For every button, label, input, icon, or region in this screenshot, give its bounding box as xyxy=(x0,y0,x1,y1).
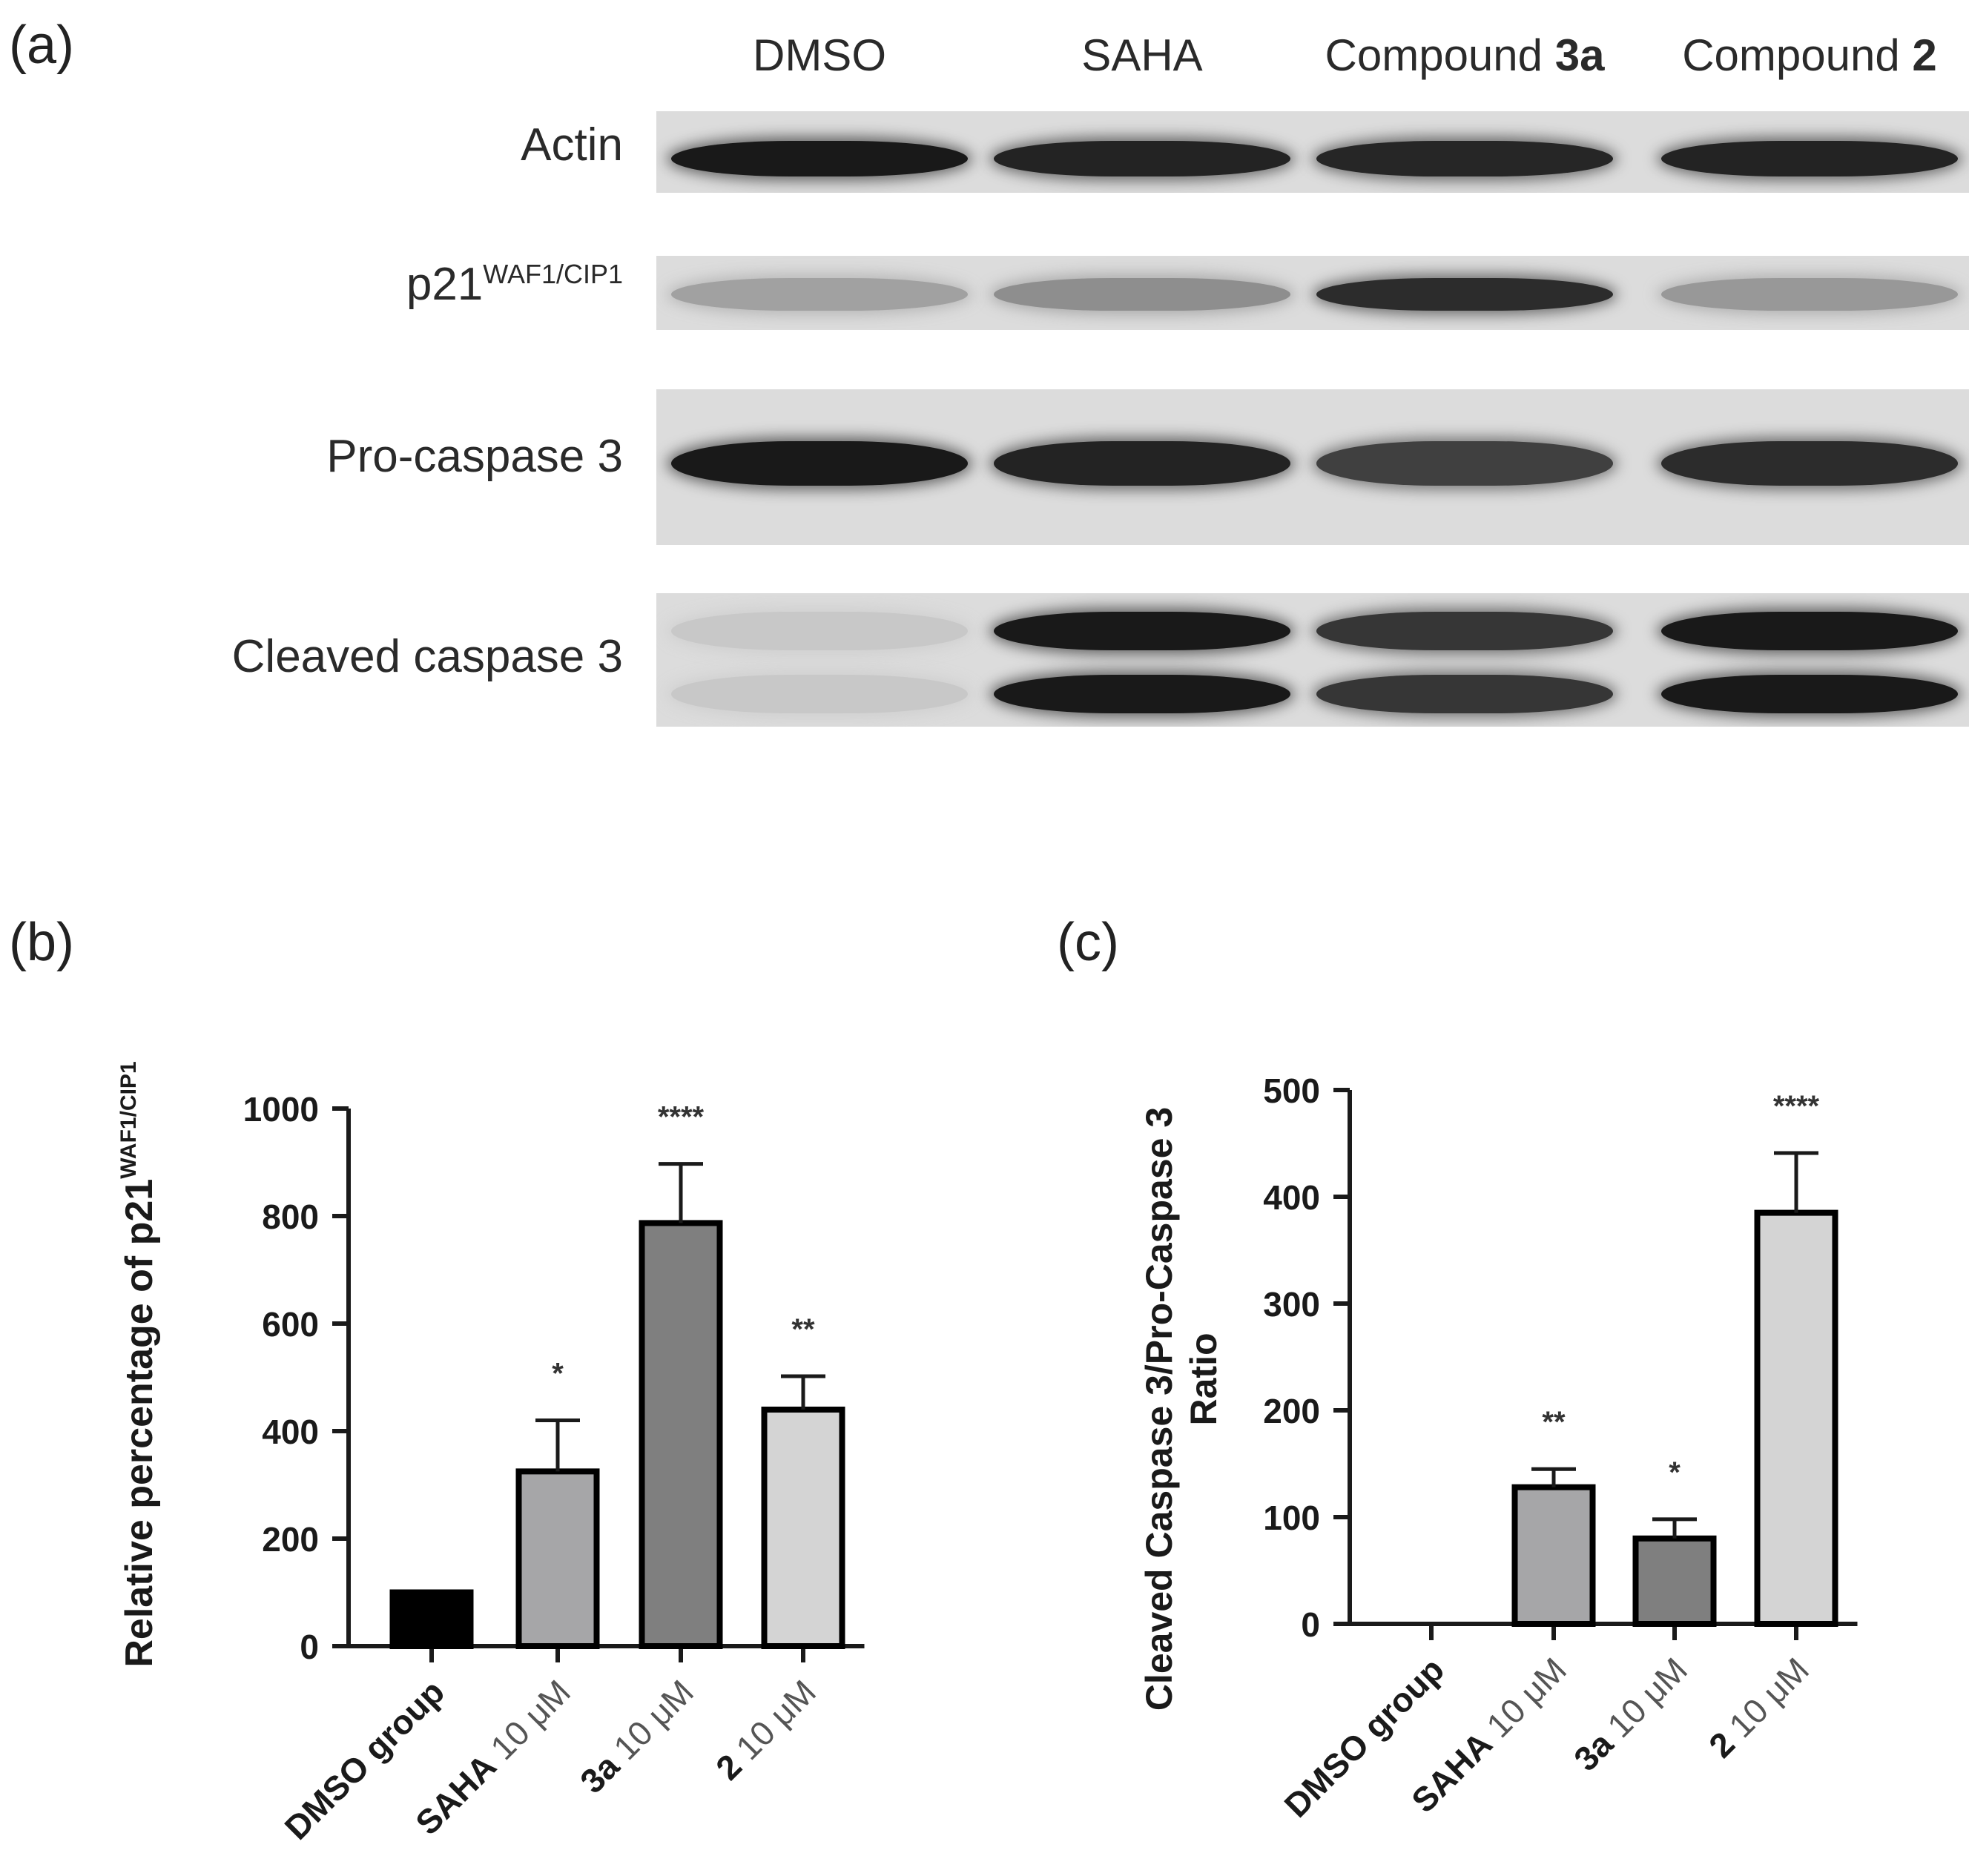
lane-header-text: Compound xyxy=(1682,30,1913,80)
bar xyxy=(761,1407,845,1649)
y-tick-label: 100 xyxy=(1263,1499,1320,1537)
lane-header-text: DMSO xyxy=(753,30,886,80)
blot-band xyxy=(994,278,1290,311)
blot-band xyxy=(1661,441,1958,486)
significance-label: **** xyxy=(658,1101,705,1134)
blot-band xyxy=(1316,278,1613,311)
y-tick-label: 800 xyxy=(262,1198,319,1236)
y-tick-label: 200 xyxy=(262,1520,319,1559)
x-tick-label: 2 10 μM xyxy=(708,1672,823,1787)
y-tick-label: 500 xyxy=(1263,1071,1320,1110)
blot-label-text: Cleaved caspase 3 xyxy=(231,631,623,682)
bar xyxy=(1632,1535,1717,1627)
bar xyxy=(1754,1209,1838,1628)
lane-header-bold: 3a xyxy=(1554,30,1605,80)
x-tick-label-plain: 10 μM xyxy=(1715,1650,1816,1751)
y-axis-label-superscript: WAF1/CIP1 xyxy=(116,1061,141,1178)
y-tick-label: 0 xyxy=(300,1628,319,1666)
significance-label: ** xyxy=(1542,1406,1566,1439)
significance-label: * xyxy=(552,1358,564,1390)
x-tick-label: 3a 10 μM xyxy=(1566,1650,1695,1778)
blot-band xyxy=(671,441,968,486)
blot-band xyxy=(1661,675,1958,713)
blot-band xyxy=(1661,278,1958,311)
blot-band xyxy=(671,675,968,713)
blot-label: p21WAF1/CIP1 xyxy=(406,258,623,311)
lane-header: DMSO xyxy=(634,30,1005,81)
blot-band xyxy=(1316,675,1613,713)
blot-band xyxy=(671,612,968,650)
blot-band xyxy=(994,441,1290,486)
x-tick-label-plain: 10 μM xyxy=(1593,1650,1695,1751)
blot-label: Pro-caspase 3 xyxy=(326,430,623,483)
lane-header: Compound 2 xyxy=(1624,30,1969,81)
lane-header: Compound 3a xyxy=(1279,30,1650,81)
blot-band xyxy=(1661,141,1958,176)
x-tick-label-bold: SAHA xyxy=(1404,1724,1500,1820)
bar xyxy=(639,1220,723,1649)
blot-label-text: p21 xyxy=(406,259,484,310)
lane-header-bold: 2 xyxy=(1912,30,1937,80)
x-tick-label-plain: 10 μM xyxy=(599,1672,701,1774)
x-tick-label-bold: SAHA xyxy=(408,1746,504,1842)
y-axis-label: Cleaved Caspase 3/Pro-Caspase 3 xyxy=(1138,1107,1180,1711)
x-tick-label-plain: 10 μM xyxy=(1472,1650,1574,1751)
lane-header: SAHA xyxy=(957,30,1327,81)
blot-strip xyxy=(656,593,1969,727)
blot-strip xyxy=(656,256,1969,330)
blot-band xyxy=(994,612,1290,650)
blot-band xyxy=(671,141,968,176)
blot-band xyxy=(994,675,1290,713)
x-tick-label: 2 10 μM xyxy=(1701,1650,1816,1765)
lane-header-text: SAHA xyxy=(1081,30,1203,80)
blot-band xyxy=(1316,612,1613,650)
blot-strip xyxy=(656,389,1969,545)
y-tick-label: 200 xyxy=(1263,1392,1320,1430)
blot-band xyxy=(1316,441,1613,486)
significance-label: **** xyxy=(1773,1090,1820,1123)
panel-a-letter: (a) xyxy=(9,16,74,75)
y-tick-label: 1000 xyxy=(243,1090,319,1129)
y-tick-label: 600 xyxy=(262,1305,319,1344)
y-tick-label: 300 xyxy=(1263,1285,1320,1324)
y-tick-label: 400 xyxy=(262,1413,319,1451)
significance-label: ** xyxy=(791,1313,815,1346)
panel-b-letter: (b) xyxy=(9,913,74,972)
blot-label-superscript: WAF1/CIP1 xyxy=(483,259,623,289)
blot-label-text: Actin xyxy=(521,119,623,171)
y-tick-label: 400 xyxy=(1263,1178,1320,1217)
significance-label: * xyxy=(1669,1456,1681,1489)
blot-band xyxy=(1316,141,1613,176)
x-tick-label-plain: 10 μM xyxy=(476,1672,578,1774)
panel-c-letter: (c) xyxy=(1057,913,1119,972)
x-tick-label: 3a 10 μM xyxy=(573,1672,701,1800)
blot-strip xyxy=(656,111,1969,193)
blot-band xyxy=(1661,612,1958,650)
blot-label: Actin xyxy=(521,119,623,171)
y-axis-label: Relative percentage of p21WAF1/CIP1 xyxy=(116,1061,161,1667)
x-tick-label-plain: 10 μM xyxy=(722,1672,823,1774)
blot-band xyxy=(671,278,968,311)
bar xyxy=(389,1589,474,1649)
y-tick-label: 0 xyxy=(1301,1605,1320,1644)
y-axis-label-text: Relative percentage of p21 xyxy=(118,1179,161,1668)
bar xyxy=(1511,1484,1596,1627)
blot-label-text: Pro-caspase 3 xyxy=(326,431,623,482)
blot-band xyxy=(994,141,1290,176)
bar xyxy=(515,1468,600,1649)
lane-header-text: Compound xyxy=(1325,30,1555,80)
y-axis-label-line2: Ratio xyxy=(1183,1333,1224,1426)
blot-label: Cleaved caspase 3 xyxy=(232,630,623,683)
